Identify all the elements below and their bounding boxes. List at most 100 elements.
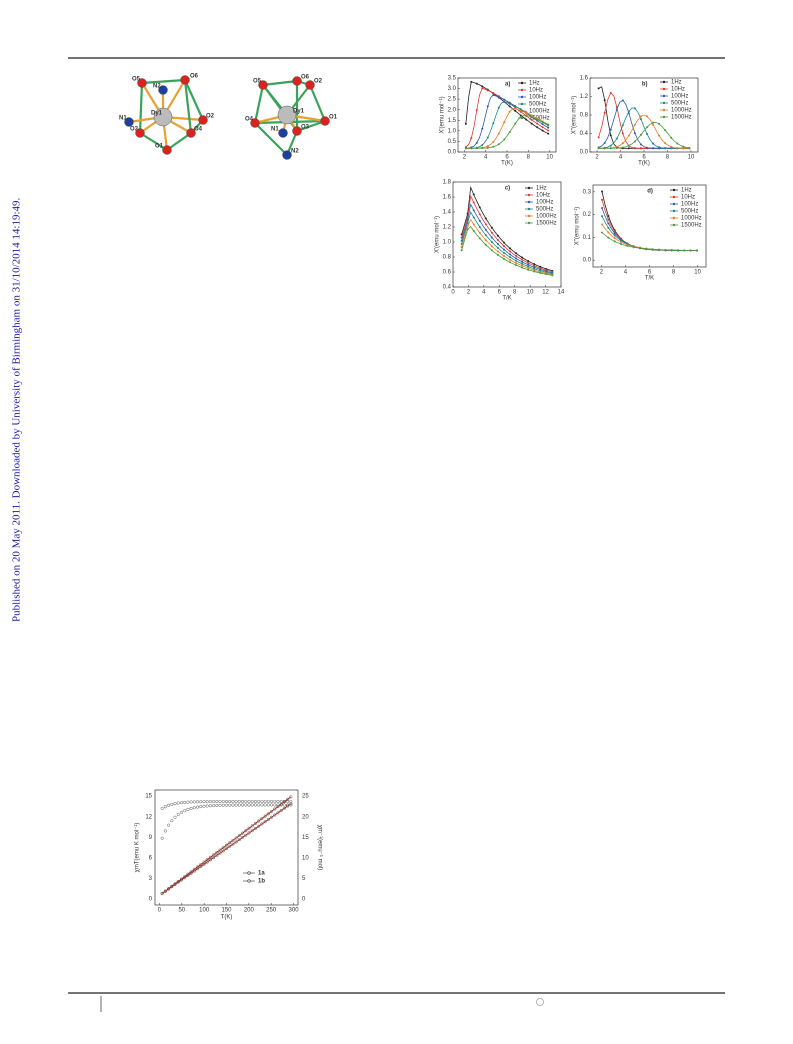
y-tick-label: 0.5 (448, 139, 457, 145)
data-marker (289, 802, 293, 806)
curve (598, 114, 690, 149)
bond (141, 78, 186, 85)
curve-marker (508, 110, 511, 113)
bond (183, 79, 205, 121)
x-tick-label: 2 (600, 270, 604, 276)
curve-marker (478, 237, 481, 240)
data-marker (241, 803, 245, 807)
data-marker (276, 805, 280, 809)
curve-marker (496, 253, 499, 256)
curve-marker (621, 146, 624, 149)
data-marker (196, 867, 200, 871)
legend-marker (662, 94, 666, 98)
molecule-figure: O5 O6 N2 Dy1 N1 O2 O3 O4 O1 (119, 74, 215, 155)
atom (258, 80, 268, 90)
data-marker (253, 803, 257, 807)
y2-tick-label: 20 (302, 814, 309, 820)
data-marker (212, 856, 216, 860)
x-tick-label: 10 (546, 155, 553, 161)
data-marker (244, 803, 248, 807)
curve-marker (521, 256, 524, 259)
data-marker (208, 800, 212, 804)
data-marker (176, 813, 180, 817)
curve-marker (502, 257, 505, 260)
curve-marker (490, 249, 493, 252)
bond (254, 122, 288, 156)
y-axis-label: X'(emu mol⁻¹) (435, 216, 441, 253)
legend-marker (527, 214, 531, 218)
curve (465, 114, 549, 149)
curve-marker (615, 137, 618, 140)
curve-marker (639, 247, 642, 250)
y-tick-label: 1.2 (580, 94, 589, 100)
y-tick-label: 6 (149, 855, 153, 861)
atom (135, 128, 145, 138)
curve-marker (609, 92, 612, 95)
curve-marker (478, 219, 481, 222)
data-marker (221, 849, 225, 853)
curve-marker (466, 221, 469, 224)
data-marker (205, 804, 209, 808)
data-marker (260, 822, 264, 826)
atom-label: O5 (132, 77, 141, 83)
x-tick-label: 200 (244, 908, 255, 914)
curve-marker (533, 264, 536, 267)
data-marker (208, 858, 212, 862)
curve-marker (525, 111, 528, 114)
data-marker (221, 803, 225, 807)
curve-marker (509, 258, 512, 261)
figure-panel: 2 4 6 8 10 0.0 0.5 1.0 1.5 2.0 2.5 3.0 3.5 T(K) X'(emu… (440, 76, 557, 167)
curve-marker (515, 257, 518, 260)
curve-marker (664, 129, 667, 132)
plot-frame (452, 181, 562, 288)
x-axis-label: T(K) (501, 161, 513, 167)
curve-marker (492, 122, 495, 125)
x-tick-label: 300 (289, 908, 300, 914)
curve-marker (502, 241, 505, 244)
data-marker (237, 838, 241, 842)
legend-label: 1b (258, 879, 265, 885)
figure-panel: 0 2 4 6 8 10 12 14 0.4 0.6 0.8 1.0 1.2 1.4 1.6 1.8 T/K X'… (435, 180, 565, 302)
curve-marker (525, 118, 528, 121)
curve-marker (652, 147, 655, 150)
data-marker (163, 829, 167, 833)
bond (253, 84, 265, 124)
legend-label: 100Hz (681, 202, 698, 208)
curve-marker (664, 142, 667, 145)
data-marker (186, 807, 190, 811)
curve-marker (664, 147, 667, 150)
y2-tick-label: 0 (302, 896, 306, 902)
data-marker (183, 876, 187, 880)
bond (296, 119, 326, 133)
curve-marker (527, 263, 530, 266)
data-marker (289, 800, 293, 804)
curve-marker (670, 145, 673, 148)
y2-tick-label: 25 (302, 794, 309, 800)
curve-marker (597, 87, 600, 90)
y-tick-label: 0.2 (583, 212, 592, 218)
curve-marker (492, 145, 495, 148)
data-marker (176, 880, 180, 884)
figure-panel: 2 4 6 8 10 0.0 0.1 0.2 0.3 T/K X''(emu mol⁻¹) d) 1Hz… (575, 184, 707, 282)
y-tick-label: 2.0 (448, 107, 457, 113)
curve-marker (525, 114, 528, 117)
curve-marker (609, 134, 612, 137)
bond (308, 84, 327, 122)
curve-marker (621, 142, 624, 145)
curve-marker (539, 265, 542, 268)
curve-marker (521, 260, 524, 263)
data-marker (160, 836, 164, 840)
curve-marker (539, 271, 542, 274)
atom-label: O2 (314, 79, 323, 85)
data-marker (279, 809, 283, 813)
curve-marker (601, 198, 604, 201)
data-marker (279, 802, 283, 806)
curve-marker (527, 268, 530, 271)
curve-marker (633, 147, 636, 150)
curve-marker (508, 131, 511, 134)
curve-marker (497, 106, 500, 109)
legend-label: 1000Hz (681, 216, 702, 222)
atom (320, 116, 330, 126)
curve-marker (621, 124, 624, 127)
y-axis-label: χmT(emu K mol⁻¹) (135, 823, 141, 873)
